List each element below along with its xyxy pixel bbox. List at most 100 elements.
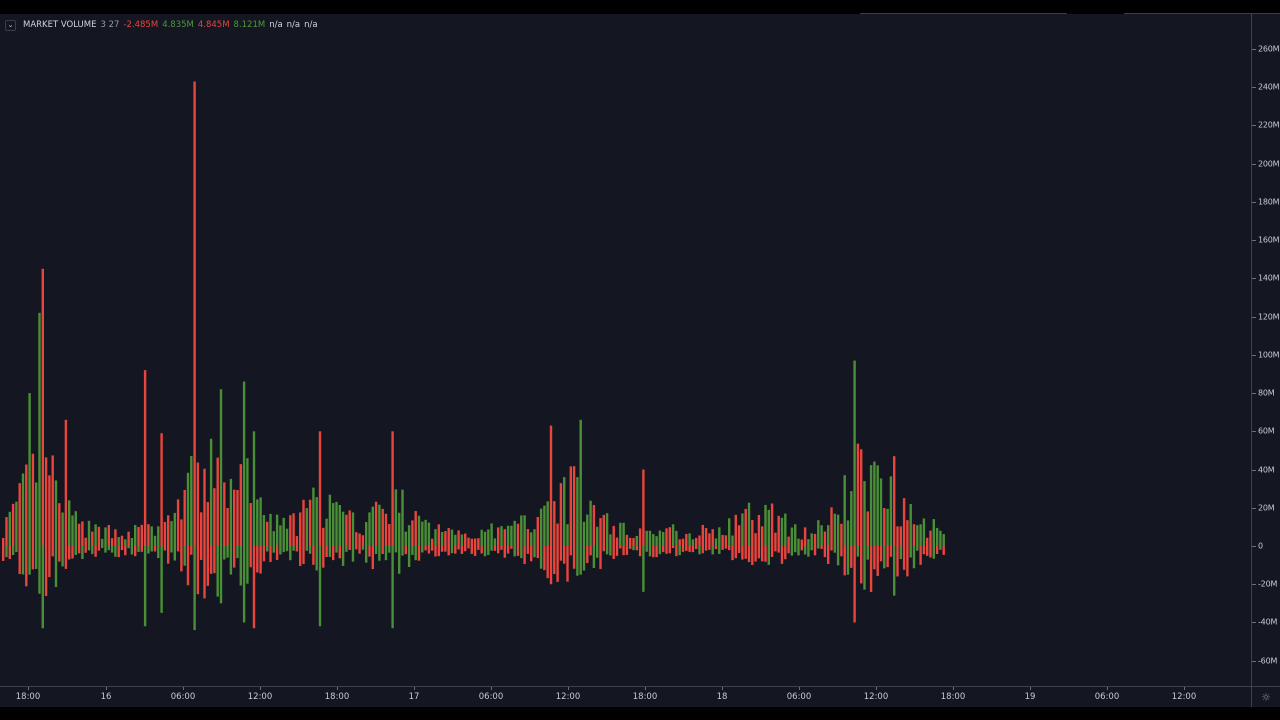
volume-bar [71, 515, 74, 546]
volume-bar [665, 546, 668, 554]
volume-bar [536, 546, 539, 559]
volume-bar [559, 546, 563, 561]
volume-bar [384, 546, 388, 561]
volume-bar [605, 546, 609, 555]
volume-bar [635, 535, 638, 546]
volume-bar [794, 524, 797, 546]
x-tick [645, 687, 646, 690]
volume-bar [460, 546, 464, 554]
volume-bar [454, 534, 457, 546]
volume-bar [642, 469, 645, 546]
volume-bar [140, 546, 143, 552]
volume-bar [652, 546, 655, 558]
volume-bar [315, 497, 318, 546]
volume-bar [308, 499, 312, 546]
volume-bar [589, 546, 592, 556]
volume-bar [483, 531, 487, 546]
x-tick [337, 687, 338, 690]
volume-bar [813, 546, 817, 556]
volume-bar [305, 546, 308, 551]
volume-bar [153, 546, 157, 552]
volume-bar [836, 514, 840, 546]
chart-pane[interactable] [0, 14, 1251, 686]
volume-bar [183, 489, 186, 546]
volume-bar [803, 527, 807, 546]
volume-bar [883, 508, 886, 546]
volume-bar [437, 524, 440, 546]
volume-bar [226, 546, 229, 558]
volume-bar [625, 546, 629, 555]
volume-bar [777, 515, 780, 546]
volume-bar [480, 546, 483, 554]
chevron-down-icon[interactable]: ⌄ [5, 19, 16, 31]
x-tick [722, 687, 723, 690]
volume-bar [117, 537, 120, 546]
volume-bar [615, 546, 619, 556]
volume-bar [107, 546, 110, 551]
volume-bar [625, 534, 629, 546]
volume-bar [203, 468, 206, 546]
volume-bar [668, 546, 671, 554]
volume-bar [8, 546, 11, 559]
volume-bar [530, 546, 533, 562]
time-scale[interactable]: 18:00 16 06:00 12:00 18:00 17 06:00 12:00 18:00 1… [0, 686, 1251, 707]
volume-bar [167, 515, 170, 546]
volume-bar [200, 512, 203, 546]
volume-bar [61, 512, 64, 546]
top-divider [860, 13, 1067, 14]
volume-bar [731, 535, 734, 546]
volume-bar [922, 546, 926, 555]
volume-bar [622, 546, 625, 556]
volume-bar [688, 546, 691, 552]
volume-bar [902, 498, 906, 546]
volume-bar [671, 524, 675, 546]
volume-bar [787, 536, 790, 546]
volume-bar [711, 546, 714, 555]
volume-bar [873, 546, 876, 570]
volume-bar [668, 527, 671, 546]
volume-bar [761, 526, 764, 546]
volume-bar [216, 457, 219, 546]
volume-bar [322, 546, 325, 568]
volume-bar [790, 546, 794, 556]
volume-bar [784, 546, 787, 560]
volume-bar [299, 512, 302, 546]
volume-bar [365, 546, 368, 563]
volume-bar [365, 522, 368, 546]
volume-bar [770, 546, 774, 557]
x-tick-label: 16 [100, 692, 112, 702]
volume-bar [850, 546, 853, 568]
volume-bar [186, 546, 190, 586]
y-tick [1252, 316, 1256, 318]
volume-bar [137, 546, 140, 552]
volume-bar [414, 546, 417, 561]
volume-bar [926, 537, 929, 546]
volume-bar [856, 546, 860, 557]
volume-bar [38, 546, 41, 594]
volume-bar [361, 535, 365, 546]
volume-bar [853, 360, 856, 546]
volume-bar [249, 503, 252, 546]
volume-bar [853, 546, 856, 623]
volume-bar [101, 538, 104, 546]
volume-bar [695, 546, 698, 550]
volume-bar [899, 526, 902, 546]
volume-bar [599, 546, 602, 570]
price-scale[interactable]: 260M 240M 220M 200M 180M 160M 140M 120M 100M 80M 6… [1251, 14, 1280, 686]
volume-bar [787, 546, 790, 554]
y-tick [1252, 201, 1256, 203]
volume-bar [605, 513, 609, 546]
gear-icon[interactable]: ☼ [1251, 686, 1280, 707]
volume-bar [143, 546, 147, 627]
volume-bar [790, 527, 794, 546]
volume-bar [318, 431, 322, 546]
volume-bar [193, 546, 196, 631]
volume-bar [893, 546, 896, 596]
volume-bar [645, 546, 648, 552]
volume-bar [157, 526, 160, 546]
volume-bar [322, 527, 325, 546]
volume-bar [31, 453, 35, 546]
volume-bar [549, 425, 553, 546]
volume-bar [110, 546, 114, 553]
y-tick-label: 140M [1258, 273, 1280, 283]
